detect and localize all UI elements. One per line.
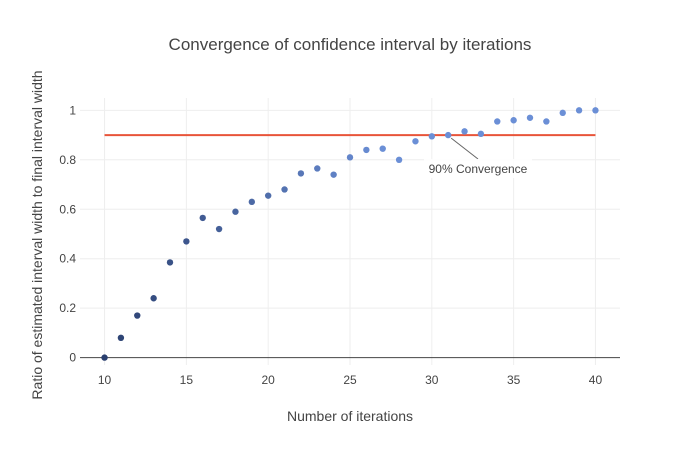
data-point (248, 198, 256, 206)
x-tick-label: 35 (507, 373, 521, 387)
y-tick-label: 0.6 (59, 202, 76, 216)
data-point (166, 259, 174, 266)
x-tick-label: 15 (180, 373, 194, 387)
data-point (264, 192, 272, 199)
annotation: 90% Convergence (424, 137, 532, 178)
data-point (477, 130, 485, 138)
y-tick-label: 0.4 (59, 252, 76, 266)
data-point (297, 170, 305, 177)
data-point (395, 156, 403, 164)
y-tick-label: 0.2 (59, 301, 76, 315)
data-point (575, 107, 583, 114)
annotation-box (424, 159, 532, 178)
y-tick-label: 1 (69, 103, 76, 117)
x-tick-label: 25 (343, 373, 357, 387)
data-point (215, 225, 223, 233)
data-point (526, 114, 534, 121)
data-point (592, 107, 599, 114)
x-tick-label: 30 (425, 373, 439, 387)
data-point (281, 186, 288, 193)
data-point (101, 354, 108, 361)
data-point (150, 295, 157, 302)
data-point (314, 165, 321, 172)
data-point (346, 154, 354, 161)
data-point (363, 146, 370, 154)
x-axis-label: Number of iterations (287, 408, 413, 424)
data-point (412, 138, 419, 145)
data-point (543, 118, 550, 125)
data-point (428, 133, 436, 140)
data-point (117, 334, 125, 342)
grid-lines (80, 98, 620, 365)
data-point (461, 128, 468, 135)
x-tick-label: 20 (262, 373, 276, 387)
data-point (510, 117, 517, 124)
data-point (379, 145, 386, 152)
annotation-label: 90% Convergence (429, 162, 528, 176)
annotation-arrow (450, 137, 479, 160)
data-point (199, 214, 206, 222)
chart-title: Convergence of confidence interval by it… (169, 35, 532, 54)
data-point (183, 238, 190, 245)
data-point (494, 118, 501, 125)
x-tick-label: 10 (98, 373, 112, 387)
y-axis-label: Ratio of estimated interval width to fin… (29, 70, 45, 399)
data-point (134, 312, 141, 319)
data-point (444, 131, 452, 139)
x-tick-labels: 10 15 20 25 30 35 40 (98, 373, 603, 387)
y-tick-labels: 0 0.2 0.4 0.6 0.8 1 (59, 103, 76, 364)
data-point (559, 109, 566, 117)
data-point (232, 208, 239, 215)
y-tick-label: 0 (69, 351, 76, 365)
x-tick-label: 40 (589, 373, 603, 387)
data-point (330, 171, 337, 178)
y-tick-label: 0.8 (59, 153, 76, 167)
data-points (101, 107, 599, 361)
